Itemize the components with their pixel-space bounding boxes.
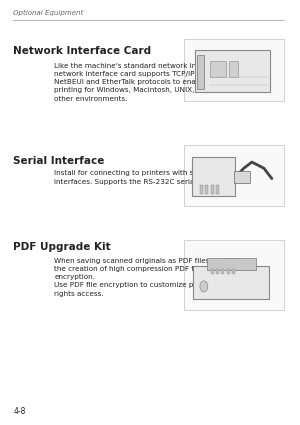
Bar [197, 55, 203, 89]
Bar [205, 185, 208, 194]
Text: Like the machine's standard network interface, the
network interface card suppor: Like the machine's standard network inte… [54, 62, 243, 102]
Polygon shape [200, 281, 208, 292]
Bar [216, 185, 219, 194]
Text: When saving scanned originals as PDF files, enables
the creation of high compres: When saving scanned originals as PDF fil… [54, 258, 248, 297]
Bar [216, 269, 219, 274]
Bar [211, 269, 214, 274]
Bar [221, 269, 224, 274]
Text: Install for connecting to printers with serial port
interfaces. Supports the RS-: Install for connecting to printers with … [54, 170, 233, 184]
Bar [210, 61, 226, 77]
Bar [184, 40, 284, 101]
FancyBboxPatch shape [193, 266, 269, 299]
Text: Network Interface Card: Network Interface Card [13, 46, 151, 56]
FancyBboxPatch shape [195, 51, 270, 92]
Text: PDF Upgrade Kit: PDF Upgrade Kit [13, 242, 111, 252]
Bar [200, 185, 203, 194]
FancyBboxPatch shape [192, 157, 235, 196]
Bar [234, 171, 250, 183]
Text: Serial Interface: Serial Interface [13, 156, 104, 165]
Bar [230, 61, 238, 77]
Bar [207, 258, 256, 270]
Bar [232, 269, 235, 274]
Text: Optional Equipment: Optional Equipment [13, 10, 83, 16]
Bar [227, 269, 230, 274]
Bar [184, 240, 284, 309]
Bar [211, 185, 214, 194]
Bar [184, 145, 284, 206]
Text: 4-8: 4-8 [13, 407, 26, 416]
